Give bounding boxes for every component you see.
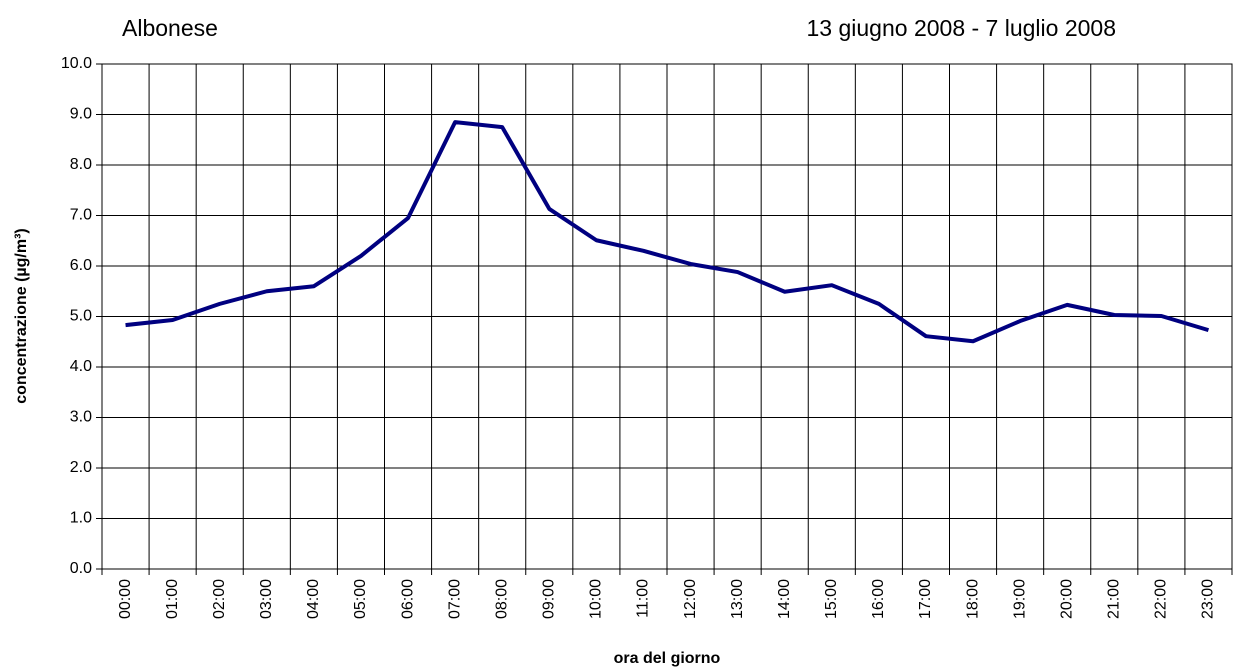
y-tick-label: 7.0 [70,207,92,224]
x-tick-label: 02:00 [211,579,228,619]
x-tick-label: 16:00 [870,579,887,619]
y-tick-label: 4.0 [70,358,92,375]
x-tick-label: 09:00 [541,579,558,619]
y-tick-label: 6.0 [70,257,92,274]
x-tick-label: 05:00 [352,579,369,619]
x-tick-label: 17:00 [917,579,934,619]
x-tick-label: 10:00 [588,579,605,619]
y-tick-label: 0.0 [70,560,92,577]
y-tick-label: 3.0 [70,409,92,426]
x-tick-label: 08:00 [493,579,510,619]
chart-subtitle: 13 giugno 2008 - 7 luglio 2008 [807,15,1116,41]
x-tick-label: 13:00 [729,579,746,619]
y-axis-label: concentrazione (µg/m³) [13,228,30,403]
y-tick-label: 9.0 [70,106,92,123]
y-tick-label: 10.0 [61,55,92,72]
data-line [125,120,1210,344]
x-tick-label: 18:00 [964,579,981,619]
x-tick-label: 14:00 [776,579,793,619]
y-tick-label: 2.0 [70,459,92,476]
y-tick-label: 1.0 [70,510,92,527]
x-tick-label: 11:00 [635,579,652,618]
x-tick-label: 03:00 [258,579,275,619]
y-tick-label: 8.0 [70,156,92,173]
x-tick-label: 20:00 [1058,579,1075,619]
x-tick-label: 15:00 [823,579,840,619]
x-tick-label: 12:00 [682,579,699,619]
x-tick-label: 21:00 [1106,579,1123,619]
x-tick-label: 07:00 [446,579,463,619]
x-tick-label: 04:00 [305,579,322,619]
plot-border [101,63,1233,570]
x-tick-label: 23:00 [1200,579,1217,619]
x-tick-label: 19:00 [1011,579,1028,619]
chart-title: Albonese [122,15,218,41]
x-tick-label: 22:00 [1153,579,1170,619]
y-tick-label: 5.0 [70,308,92,325]
x-tick-label: 06:00 [399,579,416,619]
x-tick-label: 01:00 [164,579,181,619]
x-axis-label: ora del giorno [614,650,721,667]
x-tick-label: 00:00 [117,579,134,619]
